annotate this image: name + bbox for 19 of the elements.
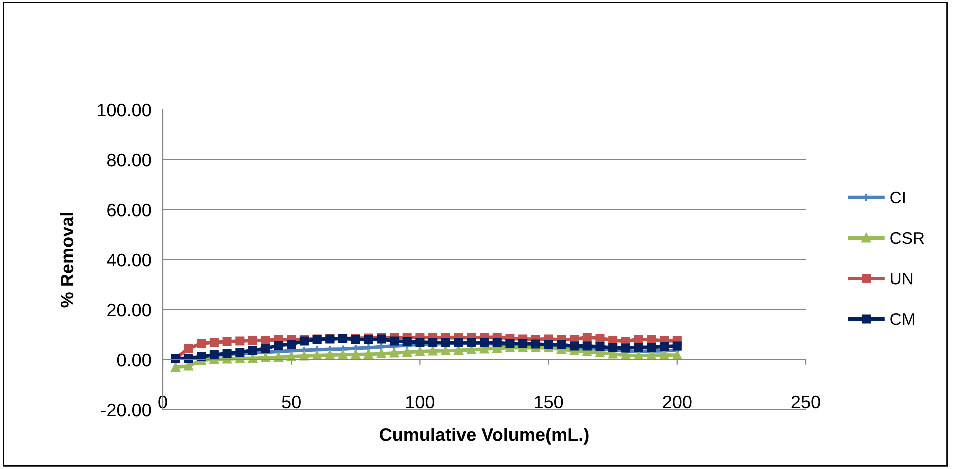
- y-tick-label: 100.00: [98, 104, 152, 117]
- x-tick-label: 250: [792, 396, 820, 409]
- y-tick-label: 0.00: [117, 354, 152, 367]
- legend-label: CM: [890, 313, 914, 326]
- x-tick-label: 200: [663, 396, 692, 409]
- legend-label: CSR: [890, 232, 924, 244]
- x-axis-title: Cumulative Volume(mL.): [380, 428, 589, 445]
- y-tick-label: 40.00: [107, 254, 152, 267]
- x-tick-label: 50: [282, 396, 301, 409]
- y-tick-label: 60.00: [108, 204, 152, 217]
- x-tick-label: 150: [535, 396, 564, 409]
- x-tick-label: 0: [158, 396, 168, 409]
- y-tick-label: 20.00: [108, 304, 152, 317]
- x-tick-label: 100: [406, 396, 435, 409]
- y-tick-label: 80.00: [107, 154, 152, 167]
- y-axis-title: % Removal: [60, 213, 74, 308]
- y-tick-label: -20.00: [102, 404, 152, 417]
- legend-label: CI: [890, 192, 905, 204]
- legend-label: UN: [891, 273, 913, 285]
